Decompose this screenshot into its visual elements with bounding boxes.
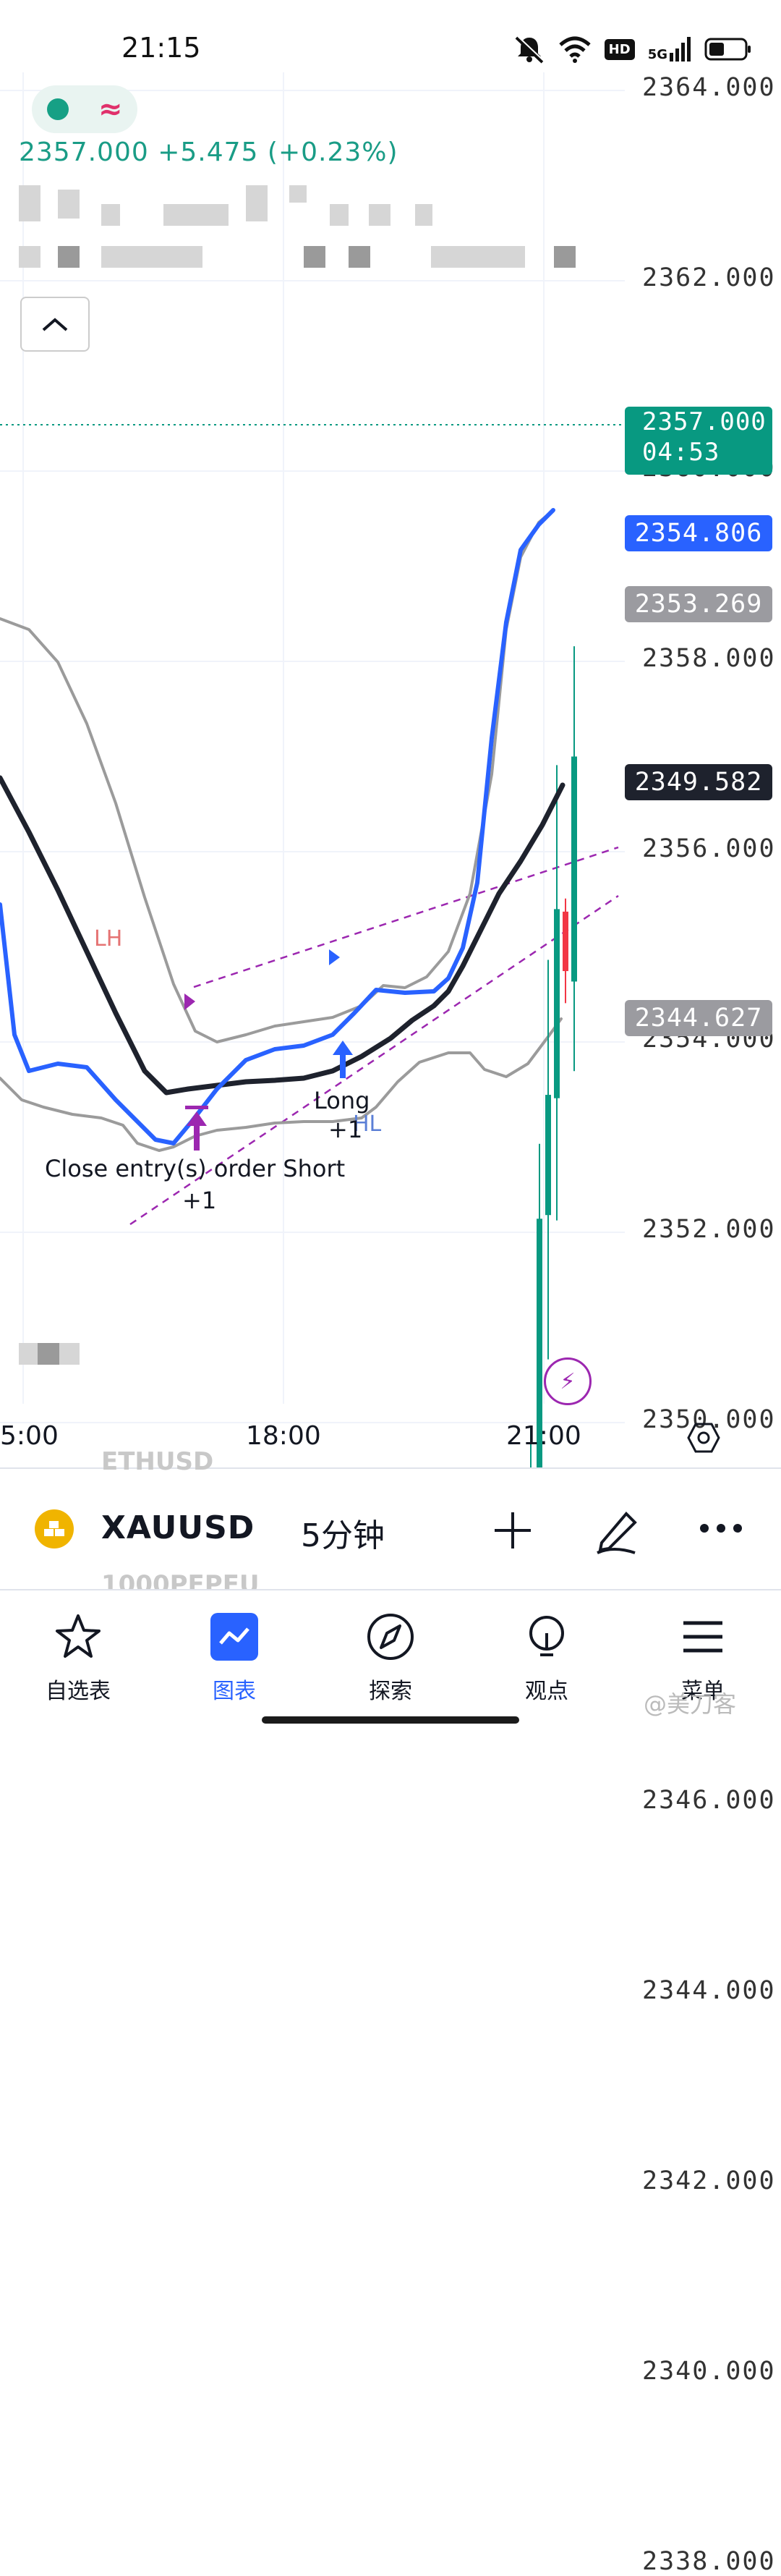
watermark: @美刀客 <box>644 1690 737 1718</box>
long-entry-marker <box>329 949 340 965</box>
close-short-arrow-icon <box>185 1106 208 1151</box>
nav-item-menu[interactable]: 菜单 <box>652 1608 754 1705</box>
last-price-tag: 2357.000 04:53 <box>625 407 772 475</box>
nav-label-watchlist: 自选表 <box>46 1679 111 1704</box>
chevron-up-icon <box>42 318 68 331</box>
black-ma-tag: 2349.582 <box>625 764 772 800</box>
nav-item-explore[interactable]: 探索 <box>340 1608 441 1705</box>
wifi-icon <box>559 36 591 63</box>
candle <box>554 765 560 1221</box>
settings-hexagon-icon[interactable] <box>686 1420 722 1456</box>
price-axis-label: 2342.000 <box>642 2166 776 2195</box>
signal-markers <box>184 949 353 1151</box>
header-change: +5.475 <box>158 137 259 167</box>
time-label-2100: 21:00 <box>506 1421 581 1451</box>
gray-band-upper-line <box>0 509 555 1043</box>
candle <box>537 1143 542 1469</box>
blue-ma-tag: 2354.806 <box>625 515 772 551</box>
nav-label-chart: 图表 <box>213 1679 256 1704</box>
collapse-legend-button[interactable] <box>20 297 90 352</box>
long-label: Long <box>314 1087 370 1114</box>
nav-item-ideas[interactable]: 观点 <box>496 1608 597 1705</box>
upper-trend-line <box>193 846 619 988</box>
price-axis-label: 2340.000 <box>642 2357 776 2386</box>
signal-icon: 5G <box>648 37 691 62</box>
candle <box>530 1426 532 1469</box>
gray-upper-tag: 2353.269 <box>625 586 772 622</box>
status-icons: HD 5G <box>513 32 752 67</box>
battery-icon <box>704 38 751 61</box>
nav-label-explore: 探索 <box>369 1679 412 1704</box>
time-label-1800: 18:00 <box>246 1421 321 1451</box>
close-short-qty-label: +1 <box>182 1187 217 1214</box>
price-axis-label: 2356.000 <box>642 834 776 863</box>
gray-band-lower <box>0 1017 563 1152</box>
price-axis-label: 2344.000 <box>642 1976 776 2005</box>
status-time: 21:15 <box>121 32 201 64</box>
nav-label-ideas: 观点 <box>525 1679 568 1704</box>
symbol-name[interactable]: XAUUSD <box>101 1509 255 1546</box>
price-readout: 2357.000 +5.475 (+0.23%) <box>19 137 398 167</box>
gray-band-lower-line <box>0 1017 563 1152</box>
nav-label-menu: 菜单 <box>681 1679 725 1704</box>
hd-icon: HD <box>604 38 635 60</box>
gray-band-upper <box>0 509 555 1043</box>
blue-moving-average <box>0 508 555 1145</box>
gold-bars-icon <box>35 1509 74 1548</box>
network-label: 5G <box>647 47 667 62</box>
short-entry-marker <box>184 993 195 1010</box>
gray-lower-tag: 2344.627 <box>625 1000 772 1036</box>
candle <box>571 646 577 1072</box>
compass-icon <box>362 1608 419 1666</box>
candle-countdown: 04:53 <box>642 438 720 467</box>
drawing-pen-icon[interactable] <box>592 1505 642 1556</box>
price-axis-label: 2346.000 <box>642 1786 776 1815</box>
header-price: 2357.000 <box>19 137 149 167</box>
candle <box>545 959 551 1360</box>
interval-selector[interactable]: 5分钟 <box>301 1517 385 1554</box>
green-dot-icon <box>46 98 69 120</box>
nav-item-watchlist[interactable]: 自选表 <box>27 1608 129 1705</box>
candlesticks <box>530 646 577 1469</box>
menu-icon <box>674 1608 732 1666</box>
lower-trend-line <box>129 894 619 1226</box>
black-moving-average <box>0 775 566 1096</box>
more-options-icon[interactable] <box>697 1520 745 1537</box>
price-axis-label: 2362.000 <box>642 263 776 292</box>
trend-lines <box>129 846 619 1226</box>
indicator-toggle[interactable]: ≈ <box>32 85 137 133</box>
ghost-symbol-above[interactable]: ETHUSD <box>101 1447 214 1476</box>
candle <box>563 898 568 1004</box>
lightbulb-icon <box>518 1608 576 1666</box>
close-short-label: Close entry(s) order Short <box>45 1155 346 1182</box>
lh-label: LH <box>94 926 123 952</box>
plus-icon[interactable] <box>492 1509 534 1551</box>
price-axis-label: 2350.000 <box>642 1405 776 1434</box>
status-bar: 21:15 HD 5G <box>0 0 781 87</box>
chart-grid <box>0 72 625 1423</box>
chart-area[interactable]: 2364.0002362.0002360.0002358.0002356.000… <box>0 72 781 2576</box>
wave-icon: ≈ <box>98 93 123 126</box>
nav-item-chart[interactable]: 图表 <box>184 1608 285 1705</box>
last-price-value: 2357.000 <box>642 407 767 436</box>
chart-icon <box>205 1608 263 1666</box>
star-icon <box>49 1608 107 1666</box>
home-indicator[interactable] <box>262 1716 519 1724</box>
chart-canvas[interactable] <box>0 72 781 1469</box>
black-ma-line <box>0 775 566 1096</box>
long-arrow-icon <box>333 1041 353 1078</box>
price-axis-label: 2338.000 <box>642 2547 776 2576</box>
header-change-pct: (+0.23%) <box>267 137 398 167</box>
blue-ma-line <box>0 508 555 1145</box>
bottom-nav: 自选表 图表 探索 观点 菜单 <box>0 1589 781 1738</box>
price-axis-label: 2358.000 <box>642 644 776 673</box>
time-label-1500: 5:00 <box>0 1421 59 1451</box>
mute-icon <box>515 35 545 64</box>
hl-label: HL <box>353 1111 382 1137</box>
price-axis-label: 2352.000 <box>642 1215 776 1244</box>
lightning-icon[interactable]: ⚡ <box>544 1357 592 1405</box>
price-axis-label: 2364.000 <box>642 73 776 102</box>
long-qty-label: +1 <box>328 1116 363 1143</box>
